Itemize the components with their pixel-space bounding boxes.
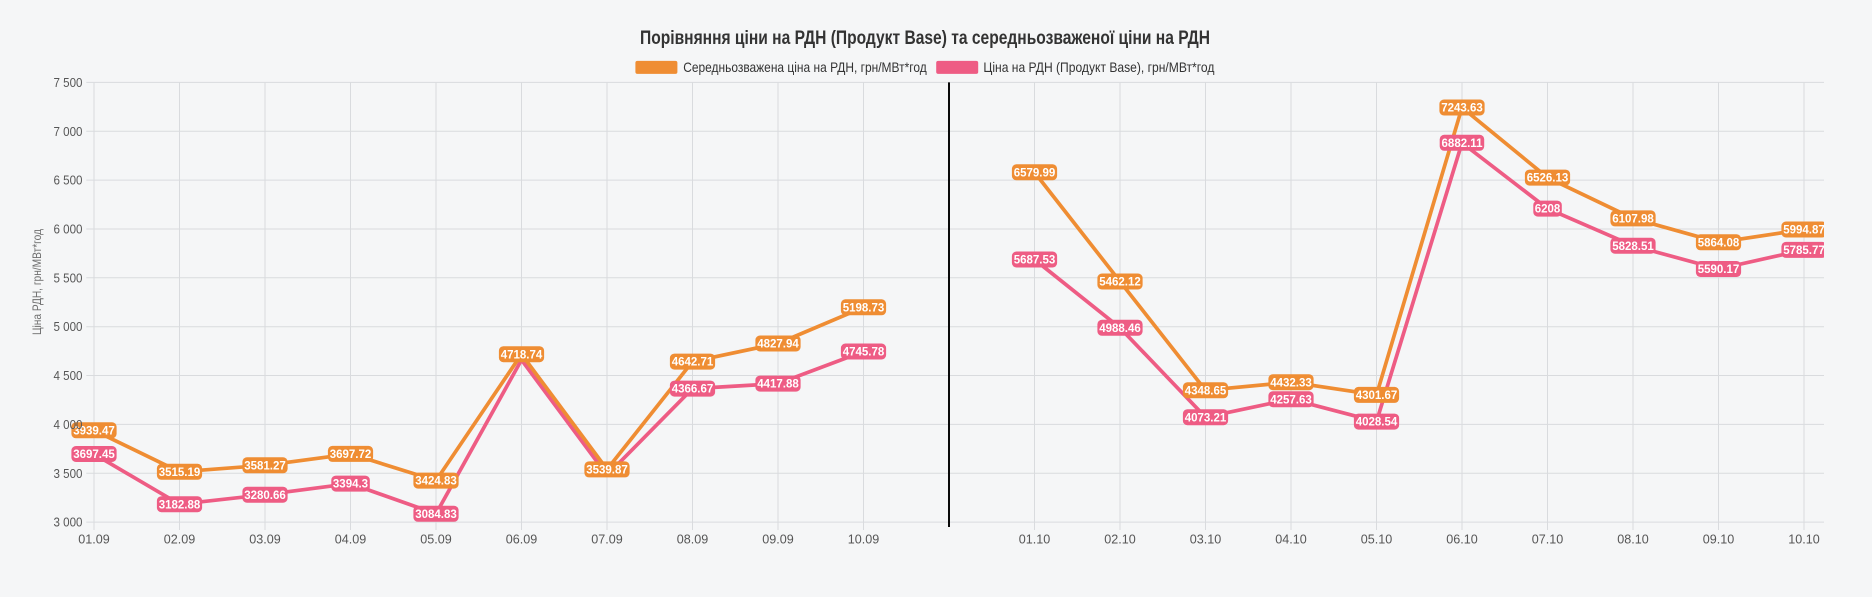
svg-text:5828.51: 5828.51 bbox=[1612, 241, 1654, 253]
svg-text:05.09: 05.09 bbox=[420, 532, 452, 547]
svg-text:07.09: 07.09 bbox=[591, 532, 623, 547]
svg-text:03.09: 03.09 bbox=[249, 532, 281, 547]
svg-text:6 000: 6 000 bbox=[54, 222, 83, 237]
svg-text:4642.71: 4642.71 bbox=[672, 357, 714, 369]
svg-text:01.10: 01.10 bbox=[1019, 532, 1051, 547]
svg-text:6107.98: 6107.98 bbox=[1612, 214, 1654, 226]
svg-text:5462.12: 5462.12 bbox=[1099, 277, 1141, 289]
svg-text:02.10: 02.10 bbox=[1104, 532, 1136, 547]
svg-text:4417.88: 4417.88 bbox=[757, 379, 799, 391]
svg-text:5864.08: 5864.08 bbox=[1698, 237, 1740, 249]
svg-text:01.09: 01.09 bbox=[78, 532, 110, 547]
svg-text:4718.74: 4718.74 bbox=[501, 349, 543, 361]
svg-text:07.10: 07.10 bbox=[1532, 532, 1564, 547]
svg-text:5 500: 5 500 bbox=[54, 270, 83, 285]
svg-text:4301.67: 4301.67 bbox=[1356, 390, 1398, 402]
svg-text:6526.13: 6526.13 bbox=[1527, 173, 1569, 185]
svg-text:09.10: 09.10 bbox=[1703, 532, 1735, 547]
svg-text:4028.54: 4028.54 bbox=[1356, 417, 1398, 429]
svg-text:4 000: 4 000 bbox=[54, 417, 83, 432]
svg-text:3 500: 3 500 bbox=[54, 466, 83, 481]
svg-text:3 000: 3 000 bbox=[54, 515, 83, 530]
svg-text:Порівняння ціни на РДН (Продук: Порівняння ціни на РДН (Продукт Base) та… bbox=[640, 28, 1210, 49]
svg-text:4257.63: 4257.63 bbox=[1270, 394, 1312, 406]
svg-text:3697.45: 3697.45 bbox=[73, 449, 115, 461]
svg-text:6208: 6208 bbox=[1535, 204, 1561, 216]
svg-text:Ціна РДН, грн/МВт*год: Ціна РДН, грн/МВт*год bbox=[30, 229, 44, 335]
svg-text:3182.88: 3182.88 bbox=[159, 499, 201, 511]
svg-text:04.10: 04.10 bbox=[1275, 532, 1307, 547]
svg-text:08.10: 08.10 bbox=[1617, 532, 1649, 547]
svg-text:7 000: 7 000 bbox=[54, 124, 83, 139]
svg-text:06.10: 06.10 bbox=[1446, 532, 1478, 547]
svg-text:09.09: 09.09 bbox=[762, 532, 794, 547]
svg-text:7243.63: 7243.63 bbox=[1441, 103, 1483, 115]
svg-text:05.10: 05.10 bbox=[1361, 532, 1393, 547]
svg-text:5198.73: 5198.73 bbox=[843, 302, 885, 314]
svg-text:4827.94: 4827.94 bbox=[757, 339, 799, 351]
svg-text:4432.33: 4432.33 bbox=[1270, 377, 1312, 389]
svg-text:3394.3: 3394.3 bbox=[333, 479, 368, 491]
svg-text:03.10: 03.10 bbox=[1190, 532, 1222, 547]
svg-text:4366.67: 4366.67 bbox=[672, 384, 714, 396]
svg-text:3939.47: 3939.47 bbox=[73, 425, 115, 437]
svg-text:Середньозважена ціна на РДН, г: Середньозважена ціна на РДН, грн/МВт*год bbox=[683, 59, 927, 75]
svg-text:5 000: 5 000 bbox=[54, 319, 83, 334]
svg-text:06.09: 06.09 bbox=[506, 532, 538, 547]
svg-text:4745.78: 4745.78 bbox=[843, 347, 885, 359]
svg-text:3084.83: 3084.83 bbox=[415, 509, 457, 521]
svg-text:3581.27: 3581.27 bbox=[244, 460, 286, 472]
svg-text:Ціна на РДН (Продукт Base), гр: Ціна на РДН (Продукт Base), грн/МВт*год bbox=[983, 59, 1214, 75]
svg-text:6 500: 6 500 bbox=[54, 173, 83, 188]
svg-text:6882.11: 6882.11 bbox=[1442, 138, 1484, 150]
svg-text:6579.99: 6579.99 bbox=[1014, 167, 1056, 179]
svg-text:3280.66: 3280.66 bbox=[244, 490, 286, 502]
svg-text:04.09: 04.09 bbox=[335, 532, 367, 547]
svg-text:10.09: 10.09 bbox=[848, 532, 880, 547]
svg-text:4 500: 4 500 bbox=[54, 368, 83, 383]
svg-text:4073.21: 4073.21 bbox=[1185, 412, 1227, 424]
svg-text:3424.83: 3424.83 bbox=[415, 476, 457, 488]
svg-text:08.09: 08.09 bbox=[677, 532, 709, 547]
svg-text:5785.77: 5785.77 bbox=[1783, 245, 1825, 257]
svg-text:3539.87: 3539.87 bbox=[586, 465, 628, 477]
svg-text:02.09: 02.09 bbox=[164, 532, 196, 547]
svg-text:4988.46: 4988.46 bbox=[1099, 323, 1141, 335]
svg-text:10.10: 10.10 bbox=[1788, 532, 1820, 547]
svg-text:3697.72: 3697.72 bbox=[330, 449, 372, 461]
svg-text:5590.17: 5590.17 bbox=[1698, 264, 1740, 276]
svg-text:5994.87: 5994.87 bbox=[1783, 225, 1825, 237]
svg-text:4348.65: 4348.65 bbox=[1185, 385, 1227, 397]
svg-text:3515.19: 3515.19 bbox=[159, 467, 201, 479]
svg-text:5687.53: 5687.53 bbox=[1014, 255, 1056, 267]
svg-text:7 500: 7 500 bbox=[54, 75, 83, 90]
